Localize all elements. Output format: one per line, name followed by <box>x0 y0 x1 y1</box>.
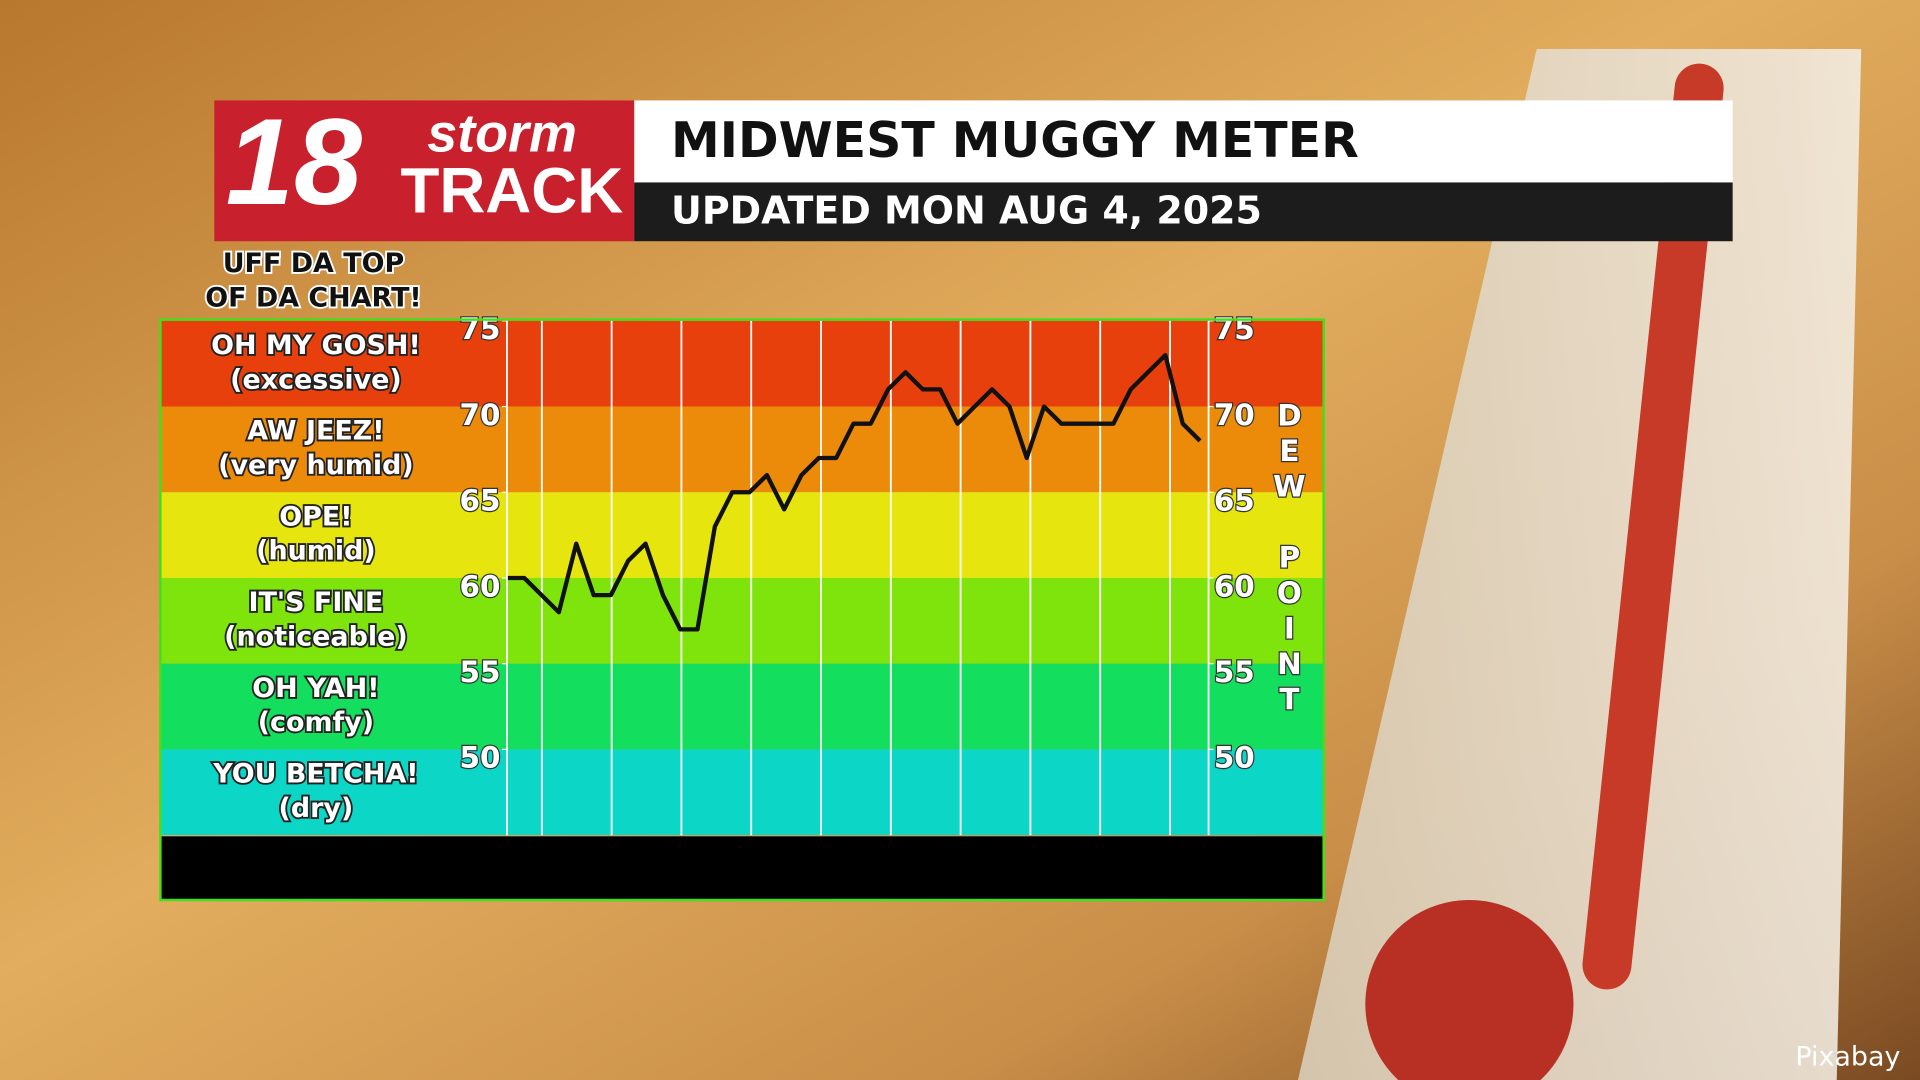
band-note: (dry) <box>279 793 354 824</box>
band <box>160 577 1324 664</box>
subtitle-bar <box>634 182 1733 242</box>
logo-number: 18 <box>226 93 362 230</box>
y-tick-label: 75 <box>460 312 501 346</box>
dew-point-line <box>506 352 1202 632</box>
y-tick-label: 55 <box>460 655 501 689</box>
annotation: UFF DA TOP <box>223 248 405 279</box>
y2-tick-label: 50 <box>1214 741 1255 775</box>
y2-tick-label: 60 <box>1214 569 1255 603</box>
title-bar <box>634 100 1733 183</box>
chart-frame <box>159 318 1325 902</box>
band <box>160 749 1324 836</box>
chart-subtitle: UPDATED MON AUG 4, 2025 <box>671 189 1262 233</box>
logo-word: storm <box>427 103 577 163</box>
chart: OH MY GOSH!(excessive) AW JEEZ!(very humi… <box>160 311 1324 885</box>
credit: Pixabay <box>1795 1041 1900 1072</box>
x-axis-strip <box>160 836 1324 900</box>
band <box>160 663 1324 750</box>
y-tick-label: 60 <box>460 569 501 603</box>
y2-tick-label: 75 <box>1214 312 1255 346</box>
band-label: OH MY GOSH! <box>211 330 421 361</box>
band-note: (noticeable) <box>224 621 408 652</box>
chart-title: MIDWEST MUGGY METER <box>671 112 1359 169</box>
y2-tick-label: 70 <box>1214 398 1255 432</box>
y-tick-label: 65 <box>460 484 501 518</box>
annotation: OF DA CHART! <box>205 282 421 313</box>
y-tick-label: 70 <box>460 398 501 432</box>
band-label: IT'S FINE <box>249 587 384 618</box>
band <box>160 492 1324 578</box>
logo-word: TRACK <box>400 156 623 227</box>
y2-tick-label: 55 <box>1214 655 1255 689</box>
band <box>160 406 1324 493</box>
band-label: YOU BETCHA! <box>212 759 418 790</box>
band-note: (humid) <box>256 536 376 567</box>
band-note: (comfy) <box>258 707 374 738</box>
y2-tick-label: 65 <box>1214 484 1255 518</box>
thermometer <box>1297 48 1862 1080</box>
band-label: OH YAH! <box>252 673 379 704</box>
band-label: AW JEEZ! <box>247 416 384 447</box>
band-label: OPE! <box>279 501 352 532</box>
y-tick-label: 50 <box>460 741 501 775</box>
band-note: (very humid) <box>218 450 414 481</box>
band-note: (excessive) <box>230 364 402 395</box>
logo-box <box>214 100 635 242</box>
